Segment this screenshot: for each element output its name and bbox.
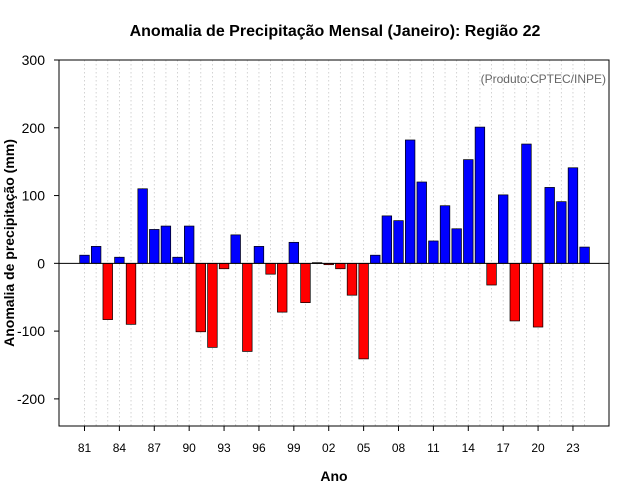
x-tick-label: 93 (217, 441, 231, 455)
x-tick-label: 99 (287, 441, 301, 455)
bar-2014 (463, 159, 474, 264)
bar-1995 (242, 262, 253, 352)
bar-2007 (381, 215, 393, 264)
bar-2012 (439, 205, 451, 264)
bar-2000 (300, 262, 311, 303)
bar-2011 (428, 240, 439, 264)
chart-title: Anomalia de Precipitação Mensal (Janeiro… (130, 23, 541, 40)
x-axis-title: Ano (320, 468, 347, 484)
x-tick-label: 11 (427, 441, 440, 455)
bar-1991 (195, 262, 206, 333)
bar-2010 (416, 181, 427, 264)
bar-2024 (579, 246, 590, 264)
bar-1989 (172, 256, 183, 264)
bar-1994 (230, 234, 241, 264)
bar-1996 (253, 246, 265, 264)
y-tick-label: -100 (17, 323, 45, 339)
bar-1987 (149, 229, 160, 264)
x-tick-label: 96 (252, 441, 266, 455)
x-tick-label: 20 (531, 441, 545, 455)
x-tick-label: 17 (497, 441, 511, 455)
bar-1993 (218, 262, 230, 270)
x-tick-label: 05 (357, 441, 371, 455)
bar-1983 (102, 262, 113, 320)
y-tick-label: 100 (22, 188, 46, 204)
x-tick-label: 23 (566, 441, 580, 455)
x-tick-label: 87 (148, 441, 162, 455)
bar-1985 (125, 262, 137, 325)
bar-2021 (544, 187, 555, 264)
bar-2017 (498, 194, 509, 264)
bar-1986 (137, 188, 148, 264)
x-tick-label: 90 (182, 441, 196, 455)
y-tick-label: 300 (22, 52, 46, 68)
bar-2022 (556, 201, 567, 264)
x-tick-label: 81 (78, 441, 92, 455)
bar-1990 (184, 225, 195, 264)
y-axis-title: Anomalia de precipitação (mm) (1, 139, 17, 347)
plot-frame (58, 59, 610, 427)
y-tick-label: 0 (37, 255, 45, 271)
bar-2016 (486, 262, 497, 286)
bar-2018 (509, 262, 520, 322)
bar-2008 (393, 220, 404, 264)
bars (79, 126, 590, 360)
x-tick-label: 84 (113, 441, 127, 455)
bar-2005 (358, 262, 369, 360)
bar-2003 (335, 262, 346, 270)
bar-1982 (90, 246, 102, 264)
bar-1984 (114, 256, 125, 264)
bar-1981 (79, 254, 90, 264)
bar-1998 (277, 262, 288, 313)
grid-lines (84, 60, 585, 426)
bar-1988 (160, 225, 172, 264)
product-credit: (Produto:CPTEC/INPE) (481, 72, 606, 86)
bar-1992 (207, 262, 218, 348)
bar-2004 (346, 262, 358, 296)
bar-2020 (532, 262, 544, 328)
bar-2015 (474, 126, 486, 264)
bar-2023 (567, 167, 579, 264)
bar-2013 (451, 228, 462, 264)
y-axis: 300 200 100 0 -100 -200 (17, 52, 59, 407)
y-tick-label: -200 (17, 391, 45, 407)
bar-2019 (521, 143, 532, 264)
bar-2009 (404, 139, 416, 264)
x-tick-label: 14 (462, 441, 476, 455)
bar-1999 (288, 241, 299, 264)
bar-1997 (265, 262, 276, 275)
x-axis: 81 84 87 90 93 96 99 02 05 08 11 14 17 20 23 (78, 426, 580, 455)
y-tick-label: 200 (22, 120, 46, 136)
bar-2006 (370, 254, 381, 264)
x-tick-label: 08 (392, 441, 406, 455)
x-tick-label: 02 (322, 441, 336, 455)
